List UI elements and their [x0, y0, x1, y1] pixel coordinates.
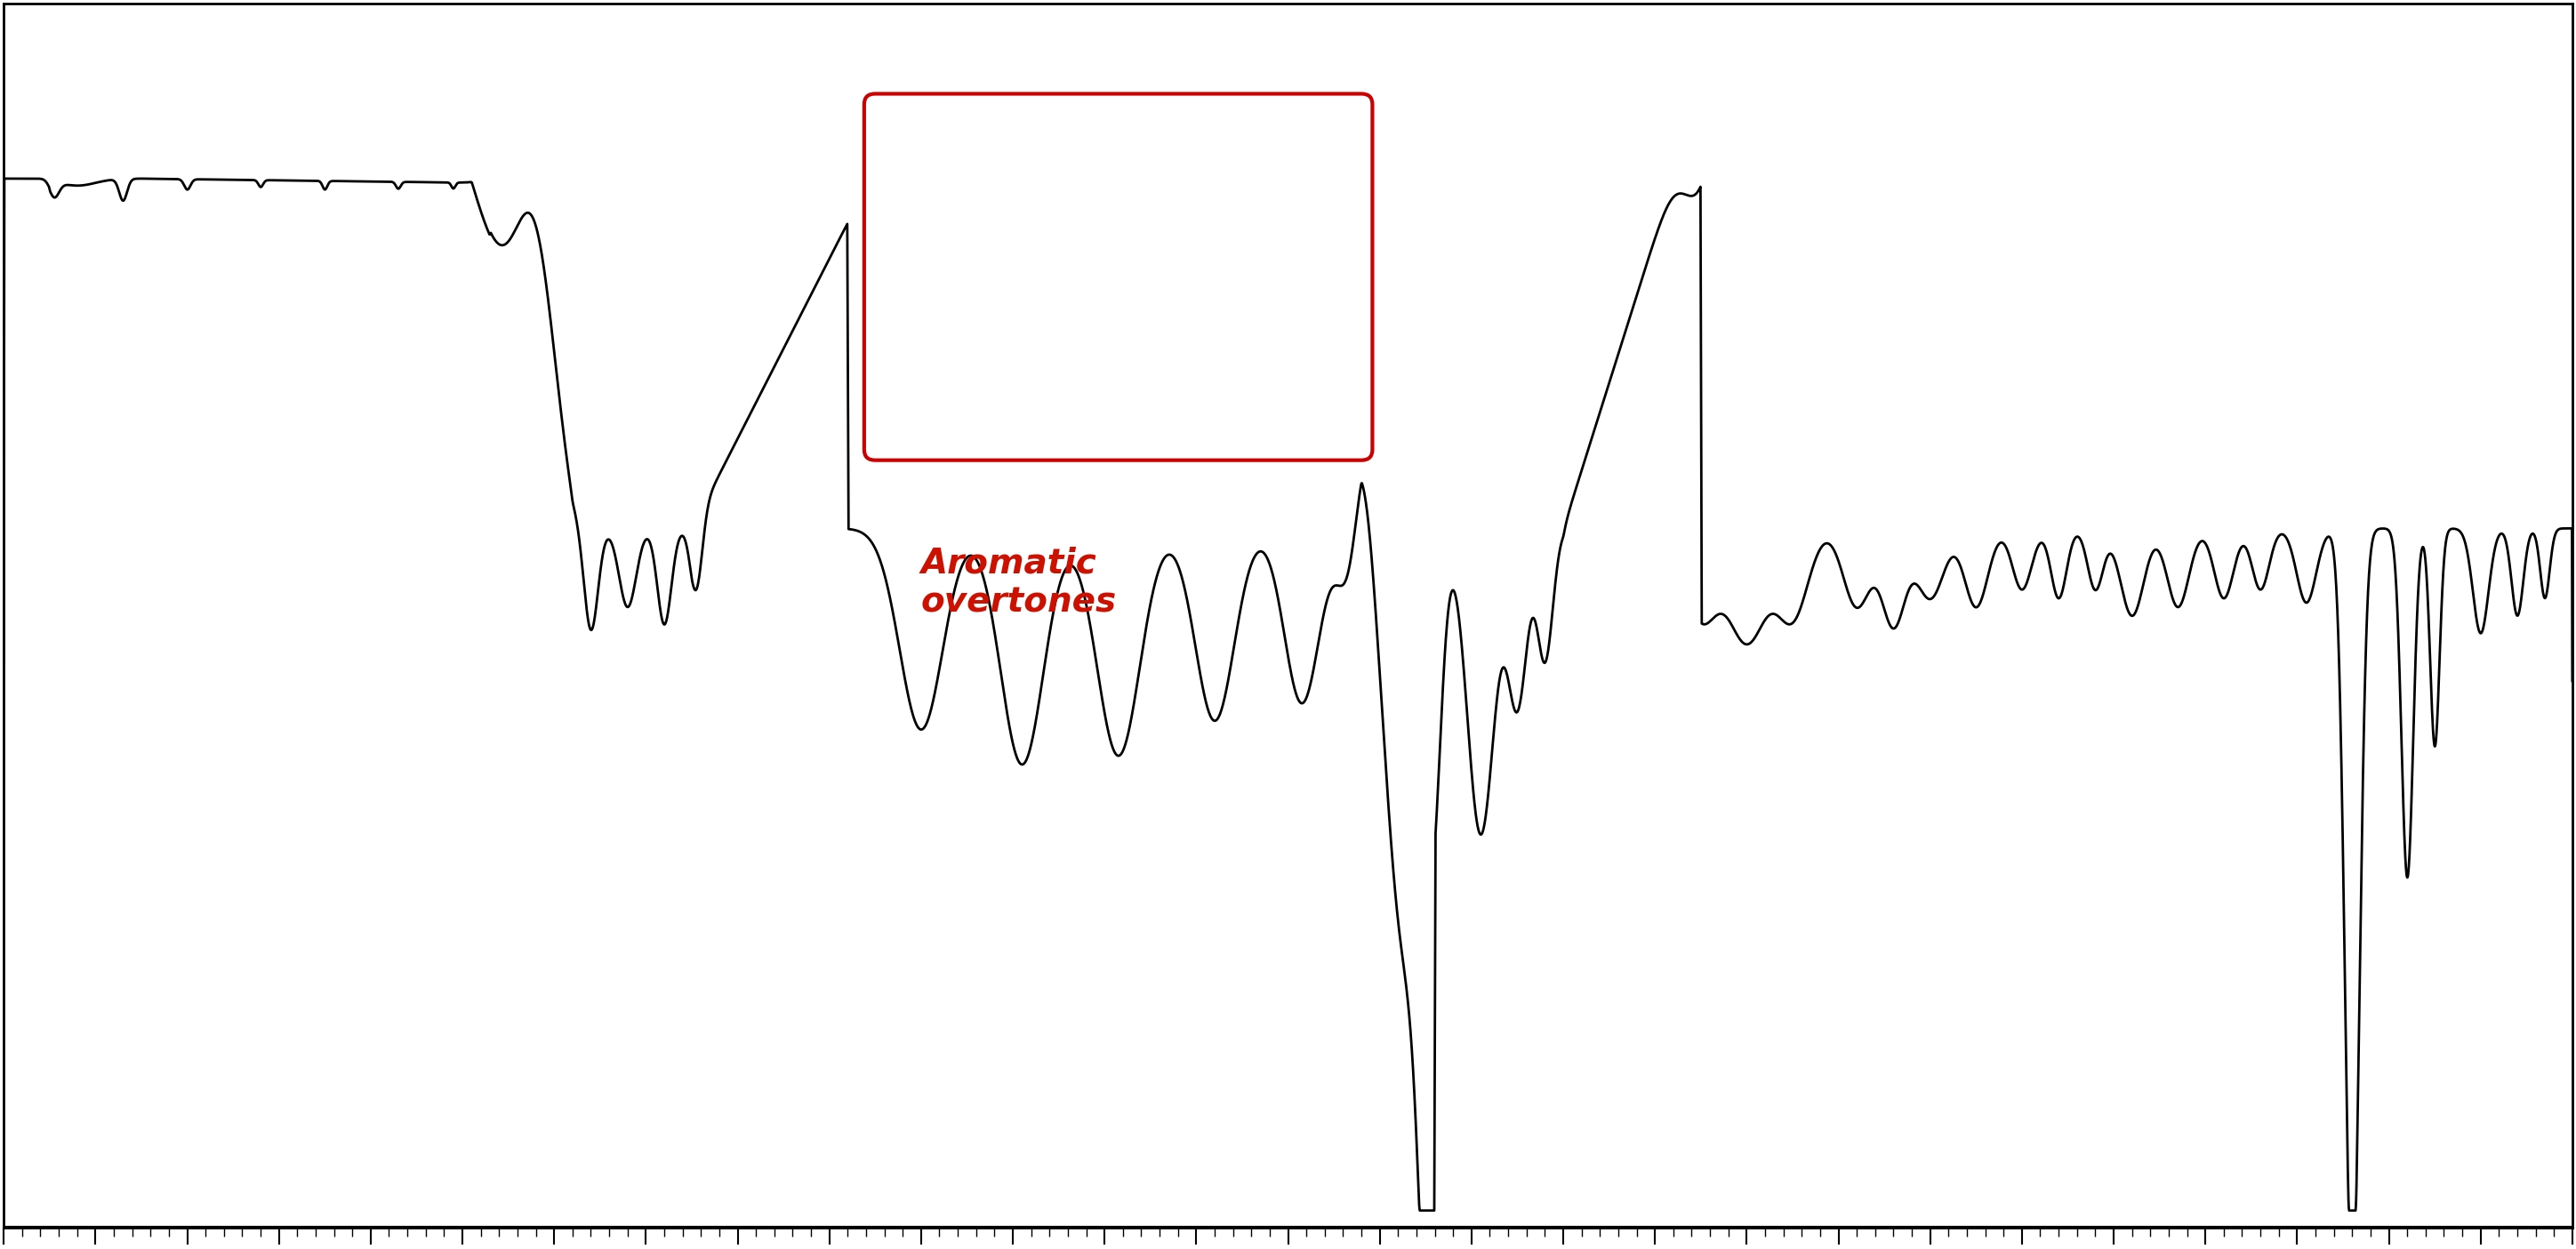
- Text: Aromatic
overtones: Aromatic overtones: [922, 546, 1118, 618]
